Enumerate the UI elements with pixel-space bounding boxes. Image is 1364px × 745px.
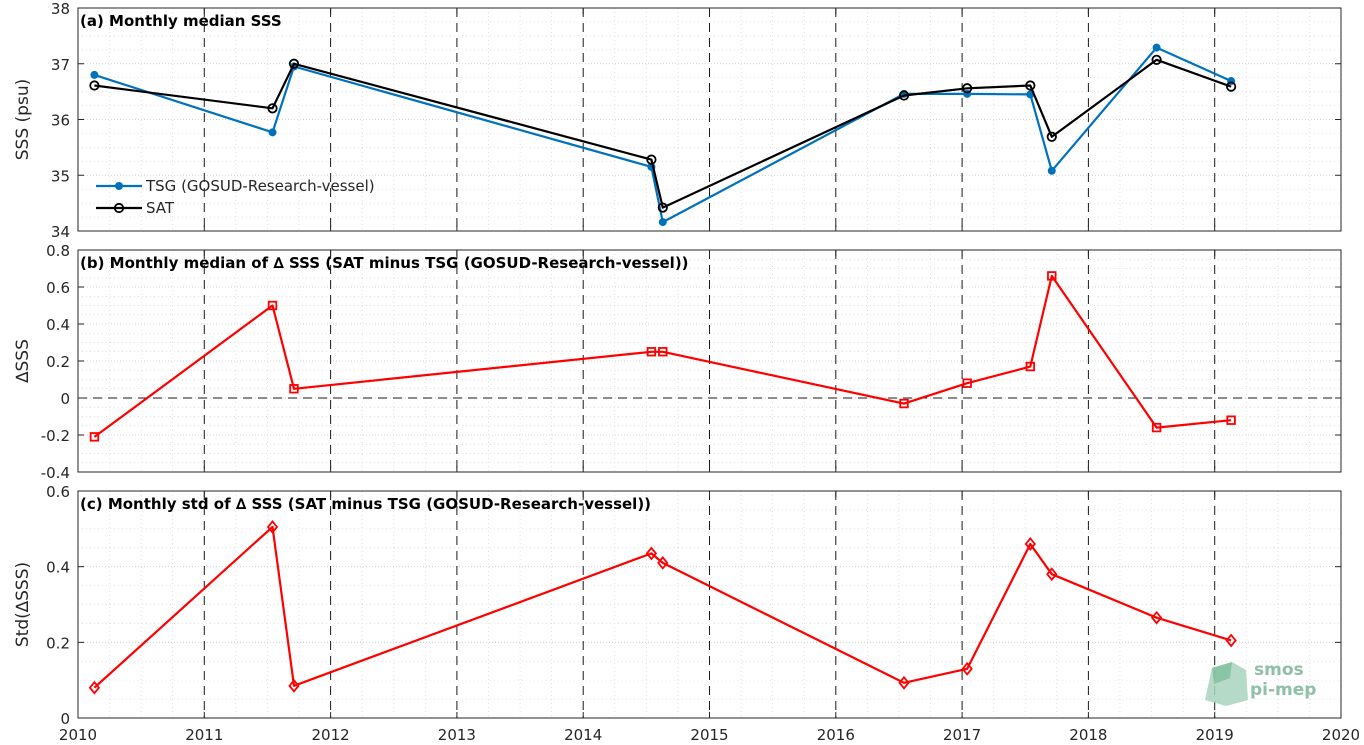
panel-3: 0 0.2 0.4 0.6 2010 2011 2012 2013 2014 2015 2016 20… [13, 483, 1360, 744]
data-point [113, 202, 125, 214]
y-tick-label: 0.4 [46, 559, 70, 577]
data-point [1226, 81, 1237, 92]
panel-title: (b) Monthly median of ∆ SSS (SAT minus T… [80, 254, 689, 272]
x-tick-label: 2013 [438, 726, 476, 744]
x-tick-label: 2019 [1196, 726, 1234, 744]
data-point [90, 70, 99, 79]
data-point [89, 80, 100, 91]
data-point [1025, 80, 1036, 91]
data-point [1225, 633, 1237, 648]
data-point [962, 83, 973, 94]
y-tick-label: 35 [51, 167, 70, 185]
y-tick-label: 0.6 [46, 483, 70, 501]
data-point [1150, 610, 1163, 625]
data-point [657, 555, 669, 570]
series-line [93, 274, 1232, 438]
logo-text-pi-mep: pi-mep [1250, 680, 1316, 700]
data-point [1024, 537, 1036, 551]
data-point [961, 661, 973, 676]
data-point [1047, 166, 1056, 175]
y-axis-label: Std(∆SSS) [13, 562, 33, 647]
y-tick-label: -0.2 [41, 427, 70, 445]
x-tick-label: 2017 [943, 726, 981, 744]
data-point [657, 202, 668, 213]
smos-pi-mep-logo: smos pi-mep [1205, 660, 1316, 706]
y-tick-label: 0 [60, 390, 70, 408]
logo-text-smos: smos [1254, 660, 1304, 680]
legend: TSG (GOSUD-Research-vessel) SAT [96, 177, 375, 217]
data-point [268, 128, 277, 137]
data-point [658, 218, 667, 227]
series-line [93, 525, 1232, 689]
data-point [288, 678, 300, 693]
y-tick-label: 38 [51, 0, 70, 18]
panel-2: -0.4 -0.2 0 0.2 0.4 0.6 0.8 ∆SSS (b) Monthly med… [13, 242, 1342, 482]
series-2 [89, 54, 1237, 213]
x-tick-label: 2012 [312, 726, 350, 744]
data-point [1025, 361, 1036, 372]
legend-label: TSG (GOSUD-Research-vessel) [145, 177, 375, 195]
data-point [289, 384, 299, 394]
data-point [267, 103, 278, 114]
data-point [646, 154, 657, 165]
y-tick-label: -0.4 [41, 464, 70, 482]
panel-1: 34 35 36 37 38 SSS (psu) (a) Monthly median SS… [13, 0, 1342, 241]
data-point [1151, 54, 1162, 65]
x-tick-label: 2020 [1322, 726, 1360, 744]
data-point [266, 520, 279, 534]
y-tick-label: 37 [51, 56, 70, 74]
data-point [658, 347, 668, 357]
x-tick-label: 2014 [564, 726, 602, 744]
x-tick-label: 2010 [59, 726, 97, 744]
legend-label: SAT [146, 199, 175, 217]
x-tick-label: 2018 [1069, 726, 1107, 744]
y-tick-label: 0 [60, 710, 70, 728]
data-point [267, 300, 278, 311]
data-point [1046, 567, 1058, 582]
data-point [898, 675, 910, 690]
y-tick-label: 34 [51, 223, 70, 241]
data-point [1047, 271, 1057, 281]
y-tick-label: 36 [51, 112, 70, 130]
data-point [962, 378, 972, 388]
data-point [288, 58, 300, 69]
series-1 [89, 271, 1236, 442]
y-axis-label: SSS (psu) [13, 79, 33, 160]
y-tick-label: 0.4 [46, 316, 70, 334]
x-tick-label: 2015 [690, 726, 728, 744]
data-point [1046, 131, 1057, 142]
data-point [898, 90, 910, 101]
y-axis-label: ∆SSS [13, 339, 33, 384]
x-tick-label: 2016 [817, 726, 855, 744]
data-point [88, 680, 101, 695]
data-point [1152, 43, 1161, 52]
panel-title: (c) Monthly std of ∆ SSS (SAT minus TSG … [80, 495, 651, 513]
data-point [645, 546, 658, 561]
y-tick-label: 0.2 [46, 353, 70, 371]
data-point [115, 182, 123, 190]
y-tick-label: 0.6 [46, 279, 70, 297]
series-1 [88, 520, 1237, 695]
x-tick-label: 2011 [185, 726, 223, 744]
y-tick-label: 0.8 [46, 242, 70, 260]
data-point [1226, 415, 1236, 425]
data-point [1151, 422, 1162, 433]
data-point [89, 432, 100, 442]
data-point [646, 347, 657, 357]
panel-title: (a) Monthly median SSS [80, 12, 282, 30]
series-line [94, 58, 1232, 209]
y-tick-label: 0.2 [46, 634, 70, 652]
data-point [899, 398, 909, 409]
